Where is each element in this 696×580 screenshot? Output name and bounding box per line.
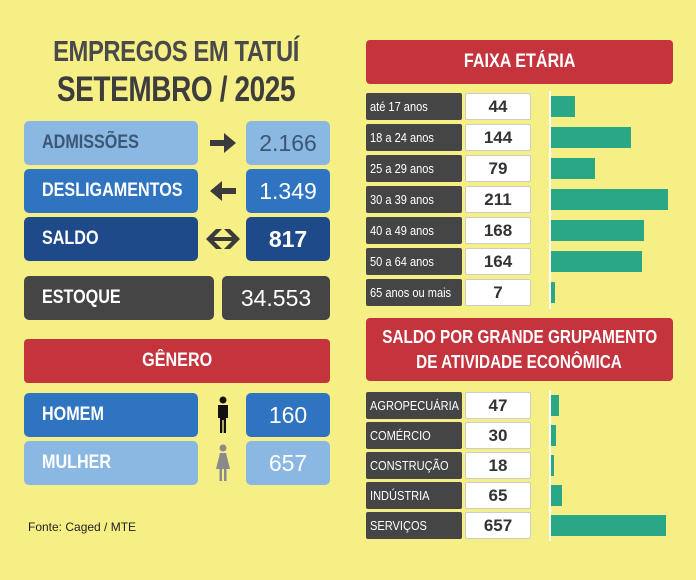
page-title: EMPREGOS EM TATUÍ xyxy=(53,36,299,68)
arrow-left-icon xyxy=(202,169,244,213)
faixa-etaria-header: FAIXA ETÁRIA xyxy=(366,40,673,84)
atividade-category-label: SERVIÇOS xyxy=(366,512,462,539)
page-subtitle: SETEMBRO / 2025 xyxy=(56,70,296,109)
atividade-header-line2: DE ATIVIDADE ECONÔMICA xyxy=(416,351,623,372)
desligamentos-value: 1.349 xyxy=(246,169,330,213)
homem-label: HOMEM xyxy=(24,393,198,437)
faixa-etaria-category-label: até 17 anos xyxy=(366,93,462,120)
arrows-both-icon xyxy=(202,217,244,261)
woman-icon xyxy=(202,441,244,485)
faixa-etaria-category-label: 30 a 39 anos xyxy=(366,186,462,213)
atividade-header: SALDO POR GRANDE GRUPAMENTO DE ATIVIDADE… xyxy=(366,318,673,381)
saldo-label: SALDO xyxy=(24,217,198,261)
mulher-label: MULHER xyxy=(24,441,198,485)
genero-header: GÊNERO xyxy=(24,339,330,383)
faixa-etaria-value-label: 44 xyxy=(465,93,531,120)
faixa-etaria-value-label: 211 xyxy=(465,186,531,213)
faixa-etaria-value-label: 79 xyxy=(465,155,531,182)
faixa-etaria-category-label: 18 a 24 anos xyxy=(366,124,462,151)
saldo-value: 817 xyxy=(246,217,330,261)
faixa-etaria-bar xyxy=(551,96,576,117)
faixa-etaria-category-label: 50 a 64 anos xyxy=(366,248,462,275)
atividade-bar xyxy=(551,425,557,446)
faixa-etaria-value-label: 144 xyxy=(465,124,531,151)
atividade-bar xyxy=(551,395,560,416)
atividade-category-label: AGROPECUÁRIA xyxy=(366,392,462,419)
faixa-etaria-category-label: 40 a 49 anos xyxy=(366,217,462,244)
atividade-bar xyxy=(551,515,666,536)
atividade-category-label: CONSTRUÇÃO xyxy=(366,452,462,479)
faixa-etaria-bar xyxy=(551,127,631,148)
estoque-value: 34.553 xyxy=(222,276,330,320)
atividade-value-label: 65 xyxy=(465,482,531,509)
faixa-etaria-bar xyxy=(551,189,668,210)
faixa-etaria-bar xyxy=(551,220,645,241)
faixa-etaria-axis xyxy=(549,91,551,309)
atividade-axis xyxy=(549,390,551,541)
source-note: Fonte: Caged / MTE xyxy=(28,520,137,534)
faixa-etaria-category-label: 25 a 29 anos xyxy=(366,155,462,182)
atividade-value-label: 18 xyxy=(465,452,531,479)
atividade-category-label: INDÚSTRIA xyxy=(366,482,462,509)
atividade-bar xyxy=(551,455,555,476)
atividade-category-label: COMÉRCIO xyxy=(366,422,462,449)
atividade-value-label: 47 xyxy=(465,392,531,419)
faixa-etaria-category-label: 65 anos ou mais xyxy=(366,279,462,306)
atividade-value-label: 657 xyxy=(465,512,531,539)
faixa-etaria-value-label: 168 xyxy=(465,217,531,244)
mulher-value: 657 xyxy=(246,441,330,485)
arrow-right-icon xyxy=(202,121,244,165)
estoque-label: ESTOQUE xyxy=(24,276,214,320)
atividade-header-line1: SALDO POR GRANDE GRUPAMENTO xyxy=(382,326,657,347)
atividade-value-label: 30 xyxy=(465,422,531,449)
atividade-bar xyxy=(551,485,563,506)
admissoes-value: 2.166 xyxy=(246,121,330,165)
faixa-etaria-value-label: 7 xyxy=(465,279,531,306)
faixa-etaria-bar xyxy=(551,251,642,272)
faixa-etaria-bar xyxy=(551,282,555,303)
faixa-etaria-value-label: 164 xyxy=(465,248,531,275)
homem-value: 160 xyxy=(246,393,330,437)
man-icon xyxy=(202,393,244,437)
desligamentos-label: DESLIGAMENTOS xyxy=(24,169,198,213)
admissoes-label: ADMISSÕES xyxy=(24,121,198,165)
faixa-etaria-bar xyxy=(551,158,595,179)
